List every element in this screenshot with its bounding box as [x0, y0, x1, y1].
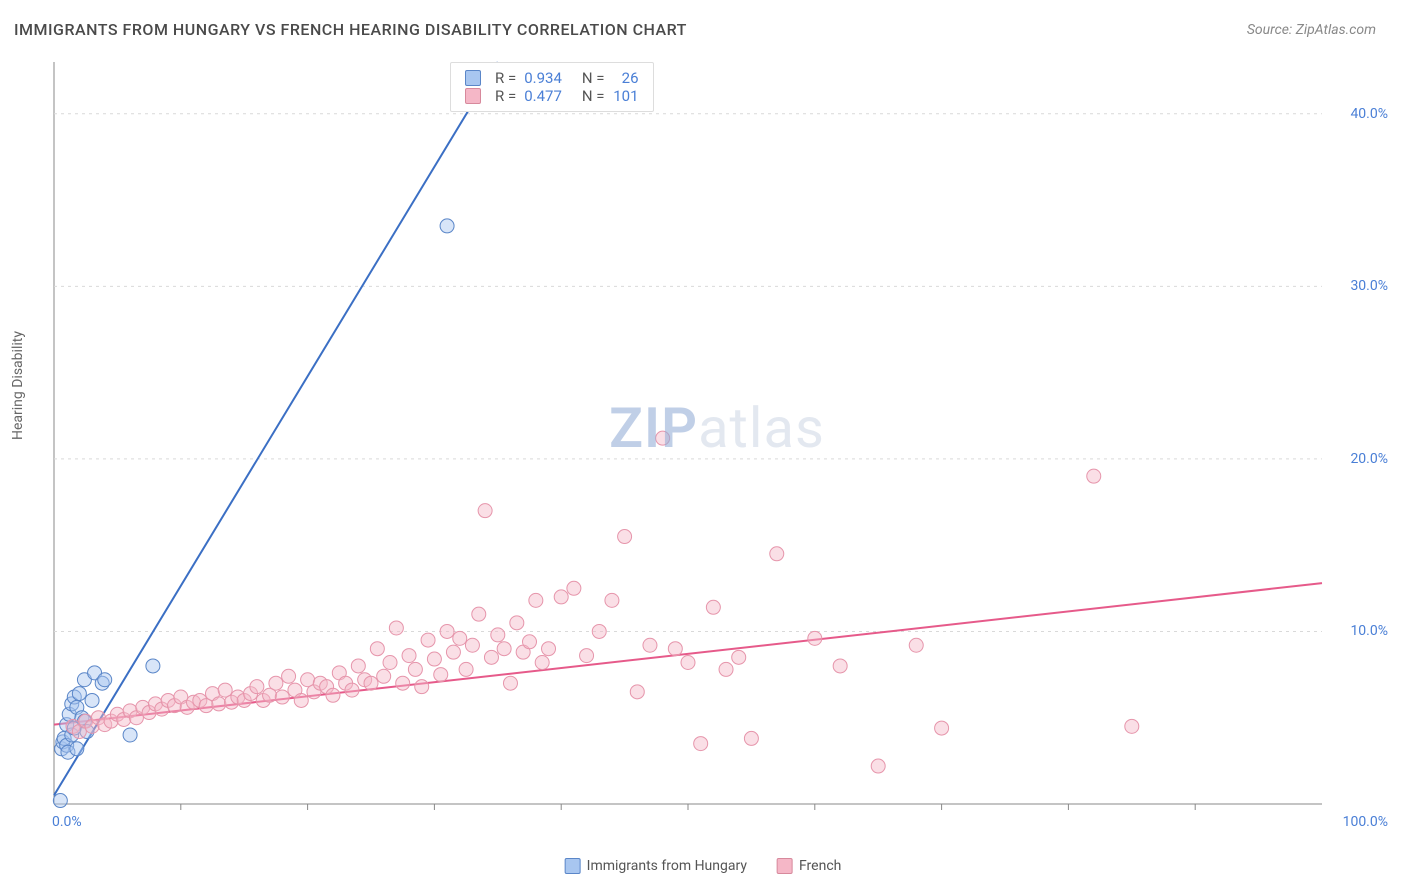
x-tick-end: 100.0%: [1343, 814, 1388, 830]
legend-label: Immigrants from Hungary: [587, 858, 747, 874]
r-value: 0.934: [524, 69, 562, 87]
n-label: N =: [582, 69, 605, 87]
n-value: 101: [613, 87, 639, 105]
legend-swatch: [465, 88, 481, 104]
r-label: R =: [495, 69, 516, 87]
legend-stat-row: R = 0.477 N = 101: [465, 87, 639, 105]
y-tick-label: 40.0%: [1350, 106, 1388, 122]
legend-swatch: [777, 858, 793, 874]
scatter-plot-svg: [52, 54, 1382, 834]
source-attribution: Source: ZipAtlas.com: [1247, 22, 1376, 38]
legend-series: Immigrants from Hungary French: [565, 858, 842, 874]
n-label: N =: [582, 87, 605, 105]
chart-title: IMMIGRANTS FROM HUNGARY VS FRENCH HEARIN…: [14, 20, 687, 39]
legend-item: French: [777, 858, 841, 874]
n-value: 26: [613, 69, 639, 87]
legend-swatch: [565, 858, 581, 874]
legend-swatch: [465, 70, 481, 86]
y-tick-label: 10.0%: [1350, 623, 1388, 639]
legend-stats: R = 0.934 N = 26 R = 0.477 N = 101: [450, 62, 654, 112]
r-value: 0.477: [524, 87, 562, 105]
y-axis-label: Hearing Disability: [10, 331, 26, 440]
plot-area: ZIPatlas: [52, 54, 1382, 834]
chart-container: IMMIGRANTS FROM HUNGARY VS FRENCH HEARIN…: [0, 0, 1406, 892]
y-tick-label: 20.0%: [1350, 451, 1388, 467]
y-tick-label: 30.0%: [1350, 278, 1388, 294]
legend-stat-row: R = 0.934 N = 26: [465, 69, 639, 87]
r-label: R =: [495, 87, 516, 105]
legend-label: French: [799, 858, 841, 874]
x-tick-origin: 0.0%: [52, 814, 82, 830]
legend-item: Immigrants from Hungary: [565, 858, 747, 874]
